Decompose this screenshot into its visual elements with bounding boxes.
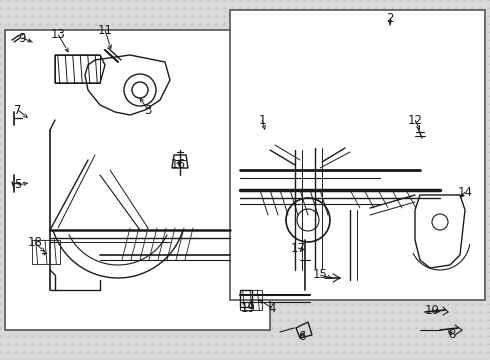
Text: 3: 3 [145, 104, 152, 117]
Bar [230, 10, 485, 300]
Text: 2: 2 [386, 12, 394, 24]
Text: 11: 11 [98, 23, 113, 36]
Text: 9: 9 [18, 31, 26, 45]
Text: 6: 6 [298, 329, 306, 342]
Bar [240, 290, 262, 310]
Text: 4: 4 [268, 302, 276, 315]
Text: 15: 15 [313, 269, 327, 282]
Bar [32, 240, 60, 264]
Text: 16: 16 [171, 158, 186, 171]
Text: 13: 13 [50, 27, 66, 40]
Text: 12: 12 [408, 113, 422, 126]
Text: 17: 17 [291, 242, 305, 255]
Text: 14: 14 [458, 185, 472, 198]
Text: 10: 10 [424, 303, 440, 316]
Text: 8: 8 [448, 328, 456, 342]
Bar [5, 30, 270, 330]
Text: 5: 5 [14, 179, 22, 192]
Text: 7: 7 [14, 104, 22, 117]
Text: 1: 1 [258, 113, 266, 126]
Text: 19: 19 [241, 302, 255, 315]
Bar [55, 55, 100, 83]
Text: 18: 18 [27, 237, 43, 249]
